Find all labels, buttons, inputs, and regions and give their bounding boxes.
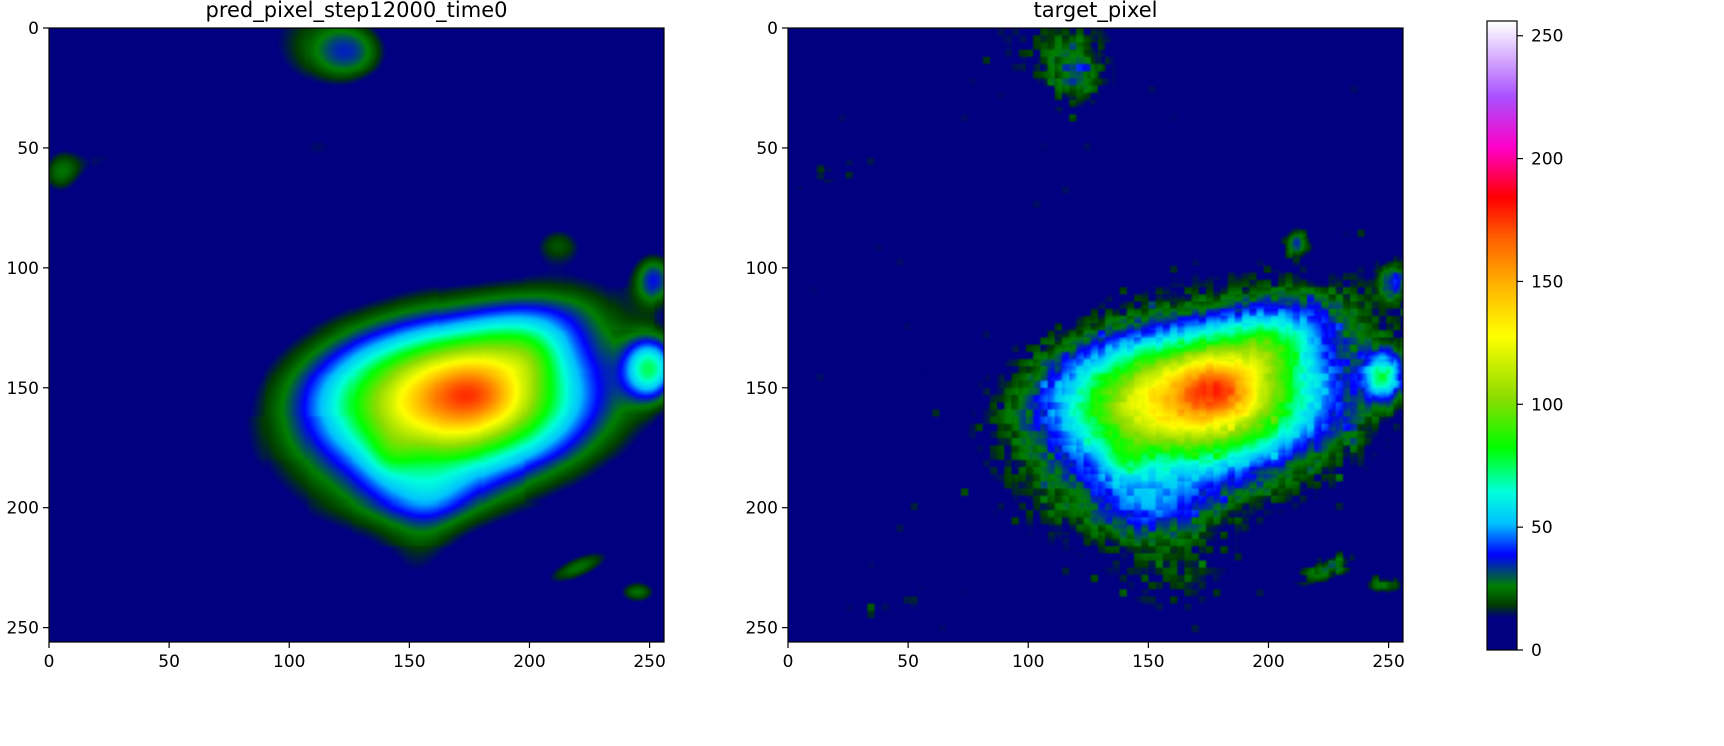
plot-frame-pred <box>48 27 665 643</box>
heatmap-pred <box>49 28 664 642</box>
colorbar-tick-label: 250 <box>1531 27 1563 47</box>
colorbar: 0 50 100 150 200 250 <box>1486 20 1563 661</box>
heatmap-target <box>788 28 1403 642</box>
x-tick-label: 200 <box>513 652 545 672</box>
colorbar-tick-label: 50 <box>1531 518 1553 538</box>
x-tick-label: 100 <box>1012 652 1044 672</box>
y-tick-label: 100 <box>7 259 39 279</box>
colorbar-tick-label: 0 <box>1531 641 1542 661</box>
panel-title-target: target_pixel <box>1033 0 1157 23</box>
x-tick-label: 50 <box>158 652 180 672</box>
y-tick-label: 150 <box>7 379 39 399</box>
y-tick-label: 250 <box>746 619 778 639</box>
colorbar-tick-label: 100 <box>1531 395 1563 415</box>
panel-pred: pred_pixel_step12000_time0 0 50 100 150 200 2… <box>7 0 666 672</box>
colorbar-gradient <box>1487 21 1517 650</box>
y-tick-label: 100 <box>746 259 778 279</box>
x-tick-label: 150 <box>393 652 425 672</box>
x-tick-label: 100 <box>273 652 305 672</box>
y-tick-label: 0 <box>28 19 39 39</box>
x-tick-label: 0 <box>783 652 794 672</box>
y-tick-label: 200 <box>7 499 39 519</box>
y-tick-label: 50 <box>756 139 778 159</box>
x-tick-label: 200 <box>1252 652 1284 672</box>
x-tick-label: 50 <box>897 652 919 672</box>
y-tick-label: 250 <box>7 619 39 639</box>
x-tick-label: 150 <box>1132 652 1164 672</box>
x-tick-label: 0 <box>44 652 55 672</box>
panel-title-pred: pred_pixel_step12000_time0 <box>206 0 508 23</box>
panel-target: target_pixel 0 50 100 150 200 250050100150200… <box>746 0 1405 672</box>
y-tick-label: 150 <box>746 379 778 399</box>
colorbar-tick-label: 200 <box>1531 150 1563 170</box>
x-tick-label: 250 <box>633 652 665 672</box>
y-tick-label: 50 <box>17 139 39 159</box>
plot-frame-target <box>787 27 1404 643</box>
colorbar-frame <box>1486 20 1518 651</box>
colorbar-ticks: 0 50 100 150 200 250 <box>1517 27 1563 661</box>
colorbar-tick-label: 150 <box>1531 272 1563 292</box>
x-tick-label: 250 <box>1372 652 1404 672</box>
y-tick-label: 200 <box>746 499 778 519</box>
y-tick-label: 0 <box>767 19 778 39</box>
